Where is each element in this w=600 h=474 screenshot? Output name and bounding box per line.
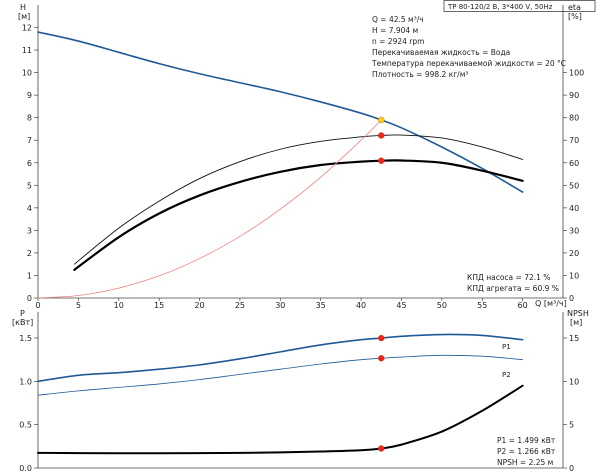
info-line-temp: Температура перекачиваемой жидкости = 20… — [371, 59, 566, 68]
right-tick-label: 15 — [569, 334, 579, 343]
x-tick-label: 25 — [235, 301, 245, 310]
left-tick-label: 10 — [22, 69, 32, 78]
info-line-q: Q = 42.5 м³/ч — [372, 15, 424, 24]
left-tick-label: 0 — [27, 294, 32, 303]
series-line-p1 — [37, 333, 524, 383]
series-line-npsh — [37, 384, 524, 455]
right-tick-label: 20 — [569, 249, 579, 258]
bottom-ylabel-right-2: [м] — [570, 318, 582, 327]
right-tick-label: 50 — [569, 181, 579, 190]
left-tick-label: 2 — [27, 249, 32, 258]
top-markers-group — [378, 116, 385, 164]
bottom-ylabel-left-1: P — [20, 309, 25, 318]
right-tick-label: 40 — [569, 204, 579, 213]
x-tick-label: 0 — [35, 301, 40, 310]
bottom-series-group — [37, 333, 524, 455]
x-tick-label: 60 — [518, 301, 528, 310]
duty-point-marker — [378, 334, 385, 342]
duty-point-marker — [378, 132, 385, 139]
x-tick-label: 5 — [76, 301, 81, 310]
info-line-density: Плотность = 998.2 кг/м³ — [372, 70, 468, 79]
npsh-value-label: NPSH = 2.25 м — [497, 458, 553, 467]
top-ylabel-right-2: [%] — [568, 12, 582, 21]
right-tick-label: 10 — [569, 377, 579, 386]
series-line-p2 — [37, 354, 524, 396]
left-tick-label: 0.0 — [19, 464, 32, 473]
top-x-axis: 0 5 10 15 20 25 30 35 40 45 50 55 60 — [35, 298, 528, 310]
info-line-h: H = 7.904 м — [372, 26, 418, 35]
right-tick-label: 0 — [569, 464, 574, 473]
bottom-ylabel-right-1: NPSH — [567, 309, 589, 318]
bottom-left-axis: 0.0 0.5 1.0 1.5 — [19, 334, 38, 473]
right-tick-label: 100 — [569, 69, 584, 78]
bottom-markers-group — [378, 334, 385, 452]
top-ylabel-right-1: eta — [568, 3, 581, 12]
right-tick-label: 90 — [569, 91, 579, 100]
eta-pump-label: КПД насоса = 72.1 % — [467, 273, 550, 282]
x-tick-label: 15 — [154, 301, 164, 310]
eta-unit-label: КПД агрегата = 60.9 % — [467, 284, 559, 293]
left-tick-label: 1.0 — [19, 377, 32, 386]
info-line-n: n = 2924 rpm — [372, 37, 424, 46]
duty-point-marker — [378, 157, 385, 164]
x-tick-label: 35 — [316, 301, 326, 310]
pump-label: TP 80-120/2 B, 3*400 V, 50Hz — [447, 3, 553, 11]
right-tick-label: 5 — [569, 421, 574, 430]
duty-point-marker — [378, 355, 385, 362]
p1-value-label: P1 = 1.499 кВт — [497, 436, 556, 445]
left-tick-label: 6 — [27, 159, 32, 168]
right-tick-label: 10 — [569, 271, 579, 280]
x-tick-label: 10 — [114, 301, 124, 310]
series-line-eta-unit — [73, 159, 524, 271]
top-ylabel-left-2: [м] — [18, 12, 30, 21]
duty-point-marker — [378, 116, 385, 124]
x-tick-label: 20 — [194, 301, 204, 310]
top-xlabel: Q [м³/ч] — [535, 299, 567, 308]
x-tick-label: 50 — [437, 301, 447, 310]
right-tick-label: 0 — [569, 294, 574, 303]
info-line-liquid: Перекачиваемая жидкость = Вода — [372, 48, 510, 57]
top-ylabel-left-1: H — [20, 3, 26, 12]
x-tick-label: 55 — [477, 301, 487, 310]
left-tick-label: 1.5 — [19, 334, 32, 343]
series-line-h — [37, 31, 524, 193]
right-tick-label: 70 — [569, 136, 579, 145]
series-label-p2: P2 — [502, 371, 511, 379]
right-tick-label: 30 — [569, 226, 579, 235]
pump-label-box — [443, 0, 596, 12]
series-line-eta-pump — [73, 134, 524, 265]
left-tick-label: 1 — [27, 271, 32, 280]
left-tick-label: 4 — [27, 204, 32, 213]
series-label-p1: P1 — [502, 343, 511, 351]
left-tick-label: 0.5 — [19, 421, 32, 430]
x-tick-label: 45 — [396, 301, 406, 310]
top-series-group — [37, 31, 524, 299]
left-tick-label: 5 — [27, 181, 32, 190]
x-tick-label: 40 — [356, 301, 366, 310]
top-right-axis: 0 10 20 30 40 50 60 70 80 90 100 — [563, 69, 584, 303]
left-tick-label: 3 — [27, 226, 32, 235]
right-tick-label: 80 — [569, 114, 579, 123]
duty-point-marker — [378, 445, 385, 452]
right-tick-label: 60 — [569, 159, 579, 168]
x-tick-label: 30 — [275, 301, 285, 310]
left-tick-label: 11 — [22, 46, 32, 55]
bottom-ylabel-left-2: [кВт] — [12, 318, 33, 327]
series-line-system-curve — [37, 119, 382, 299]
p2-value-label: P2 = 1.266 кВт — [497, 447, 556, 456]
left-tick-label: 7 — [27, 136, 32, 145]
left-tick-label: 12 — [22, 24, 32, 33]
top-plot-frame — [37, 5, 564, 299]
bottom-right-axis: 0 5 10 15 — [563, 334, 579, 473]
left-tick-label: 8 — [27, 114, 32, 123]
left-tick-label: 9 — [27, 91, 32, 100]
